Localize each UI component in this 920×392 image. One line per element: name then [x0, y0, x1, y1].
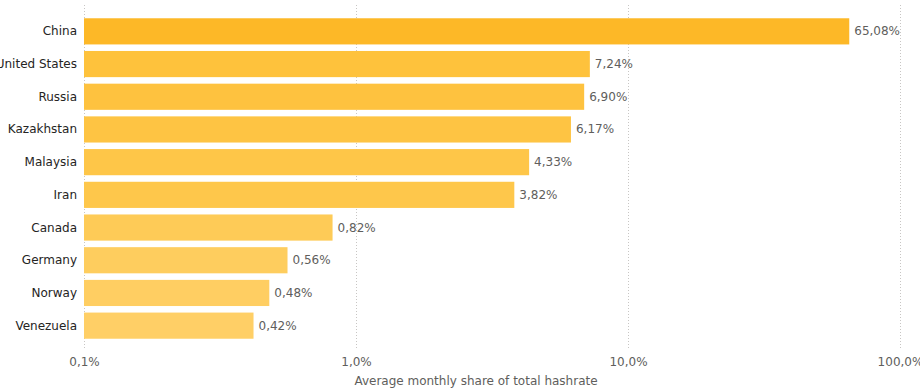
category-label: Venezuela [15, 319, 77, 333]
category-label: Canada [31, 221, 77, 235]
bar[interactable] [84, 182, 514, 208]
bar[interactable] [84, 214, 333, 240]
tick-label: 100,0% [878, 355, 920, 369]
grid [85, 5, 901, 350]
bars [84, 18, 849, 338]
bar[interactable] [84, 149, 529, 175]
data-label: 6,17% [576, 122, 614, 136]
category-label: United States [0, 57, 77, 71]
category-label: Russia [38, 90, 77, 104]
bar[interactable] [84, 116, 571, 142]
category-label: China [43, 24, 77, 38]
data-label: 65,08% [854, 24, 900, 38]
chart: 0,1% 1,0% 10,0% 100,0% China 65,08% United Sta… [0, 0, 920, 392]
data-label: 7,24% [595, 57, 633, 71]
data-label: 0,42% [259, 319, 297, 333]
bar[interactable] [84, 280, 269, 306]
category-label: Norway [31, 286, 77, 300]
bar[interactable] [84, 18, 849, 44]
category-label: Malaysia [25, 155, 77, 169]
tick-label: 1,0% [341, 355, 372, 369]
data-label: 0,48% [274, 286, 312, 300]
category-label: Iran [54, 188, 77, 202]
category-label: Kazakhstan [8, 122, 77, 136]
category-label: Germany [22, 253, 77, 267]
data-label: 3,82% [519, 188, 557, 202]
labels: China 65,08% United States 7,24% Russia 6,90%… [0, 24, 900, 332]
grid-line [900, 5, 901, 350]
bar[interactable] [84, 51, 590, 77]
bar[interactable] [84, 84, 584, 110]
tick-label: 10,0% [609, 355, 647, 369]
tick-label: 0,1% [69, 355, 100, 369]
data-label: 0,82% [338, 221, 376, 235]
axis-title: Average monthly share of total hashrate [354, 374, 597, 388]
data-label: 4,33% [534, 155, 572, 169]
data-label: 6,90% [589, 90, 627, 104]
bar[interactable] [84, 313, 254, 339]
bar[interactable] [84, 247, 288, 273]
data-label: 0,56% [293, 253, 331, 267]
